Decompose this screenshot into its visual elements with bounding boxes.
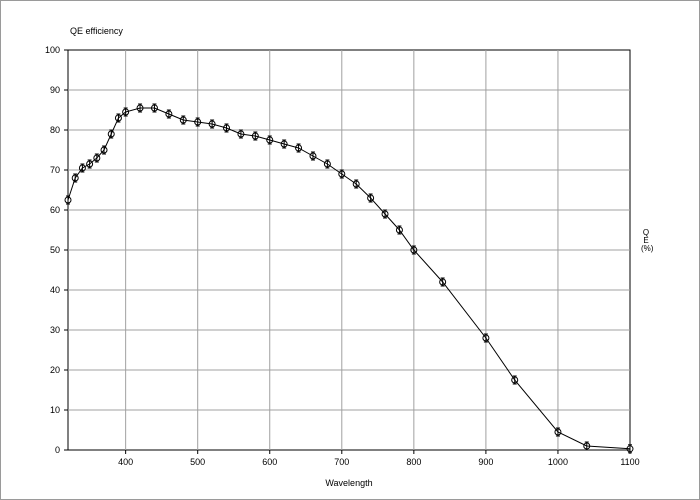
data-points — [64, 103, 634, 454]
data-point — [237, 129, 245, 139]
data-point — [78, 163, 86, 173]
data-point — [439, 277, 447, 287]
y-tick-label: 30 — [50, 325, 60, 335]
data-point — [122, 107, 130, 117]
point-marker — [223, 124, 231, 132]
point-marker — [71, 174, 79, 182]
data-point — [511, 375, 519, 385]
y-tick-label: 80 — [50, 125, 60, 135]
point-marker — [122, 108, 130, 116]
point-marker — [395, 226, 403, 234]
point-marker — [179, 116, 187, 124]
data-point — [136, 103, 144, 113]
data-point — [194, 117, 202, 127]
point-marker — [86, 160, 94, 168]
point-marker — [136, 104, 144, 112]
point-marker — [352, 180, 360, 188]
data-point — [86, 159, 94, 169]
point-marker — [295, 144, 303, 152]
point-marker — [251, 132, 259, 140]
point-marker — [100, 146, 108, 154]
point-marker — [511, 376, 519, 384]
y-tick-label: 60 — [50, 205, 60, 215]
point-marker — [482, 334, 490, 342]
data-point — [280, 139, 288, 149]
point-marker — [309, 152, 317, 160]
x-tick-label: 800 — [406, 457, 421, 467]
point-marker — [583, 442, 591, 450]
data-point — [352, 179, 360, 189]
data-point — [107, 129, 115, 139]
data-point — [100, 145, 108, 155]
point-marker — [165, 110, 173, 118]
point-marker — [78, 164, 86, 172]
point-marker — [280, 140, 288, 148]
data-point — [309, 151, 317, 161]
x-tick-label: 700 — [334, 457, 349, 467]
data-point — [395, 225, 403, 235]
data-point — [251, 131, 259, 141]
data-point — [179, 115, 187, 125]
x-tick-label: 900 — [478, 457, 493, 467]
point-marker — [208, 120, 216, 128]
data-point — [266, 135, 274, 145]
y-axis-label: QE (%) — [641, 228, 654, 253]
point-marker — [439, 278, 447, 286]
point-marker — [150, 104, 158, 112]
x-axis-label: Wavelength — [325, 478, 372, 488]
y-tick-label: 100 — [45, 45, 60, 55]
point-marker — [266, 136, 274, 144]
point-marker — [64, 196, 72, 204]
data-point — [114, 113, 122, 123]
data-point — [165, 109, 173, 119]
data-point — [208, 119, 216, 129]
y-tick-label: 70 — [50, 165, 60, 175]
point-marker — [323, 160, 331, 168]
x-tick-label: 400 — [118, 457, 133, 467]
point-marker — [114, 114, 122, 122]
point-marker — [554, 428, 562, 436]
data-point — [338, 169, 346, 179]
y-tick-label: 20 — [50, 365, 60, 375]
point-marker — [410, 246, 418, 254]
data-point — [71, 173, 79, 183]
data-point — [323, 159, 331, 169]
y-tick-label: 0 — [55, 445, 60, 455]
data-point — [410, 245, 418, 255]
y-tick-label: 50 — [50, 245, 60, 255]
y-tick-label: 40 — [50, 285, 60, 295]
x-tick-label: 1100 — [620, 457, 639, 467]
x-tick-label: 600 — [262, 457, 277, 467]
data-point — [223, 123, 231, 133]
data-point — [93, 153, 101, 163]
data-point — [482, 333, 490, 343]
data-point — [626, 444, 634, 454]
point-marker — [381, 210, 389, 218]
point-marker — [194, 118, 202, 126]
point-marker — [93, 154, 101, 162]
point-marker — [237, 130, 245, 138]
point-marker — [107, 130, 115, 138]
chart-title: QE efficiency — [70, 26, 123, 36]
point-marker — [338, 170, 346, 178]
point-marker — [367, 194, 375, 202]
x-tick-label: 500 — [190, 457, 205, 467]
point-marker — [626, 445, 634, 453]
data-point — [150, 103, 158, 113]
grid-lines — [68, 50, 630, 450]
data-point — [583, 441, 591, 451]
y-tick-label: 10 — [50, 405, 60, 415]
data-point — [295, 143, 303, 153]
axis-ticks: 0 10 20 30 40 50 60 70 80 90 100 400 500 600 700 800 900… — [45, 45, 640, 467]
x-tick-label: 1000 — [548, 457, 568, 467]
y-tick-label: 90 — [50, 85, 60, 95]
data-point — [64, 195, 72, 205]
data-point — [367, 193, 375, 203]
data-point — [381, 209, 389, 219]
data-point — [554, 427, 562, 437]
